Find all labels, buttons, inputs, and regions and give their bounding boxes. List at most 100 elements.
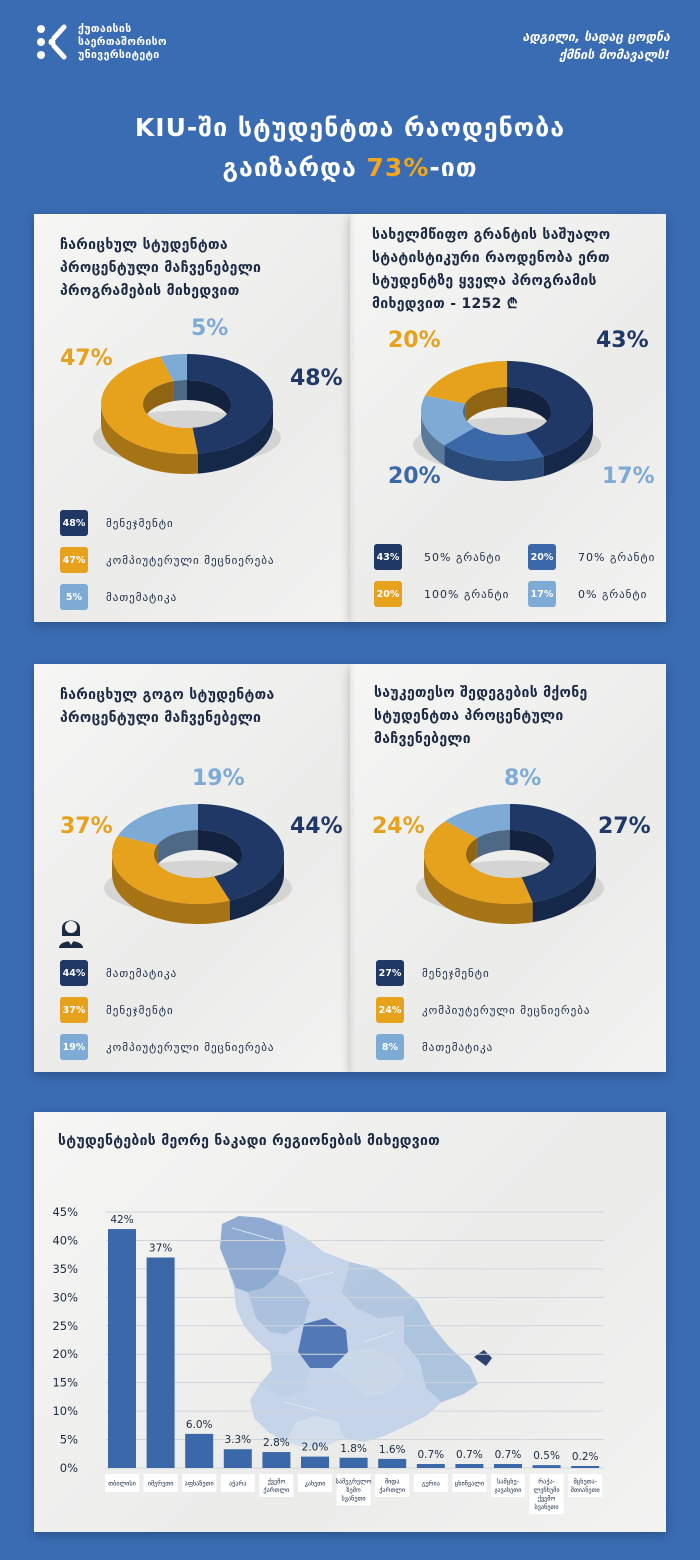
- donut-chart-best-results: [416, 804, 604, 924]
- slice-label-computer-science: 24%: [372, 814, 425, 839]
- panel-title: ჩარიცხულ გოგო სტუდენტთა პროცენტული მაჩვე…: [60, 684, 340, 730]
- category-label-box: [143, 1474, 178, 1492]
- category-label: ლეჩხუმი: [534, 1486, 560, 1494]
- category-label-box: [491, 1474, 525, 1497]
- category-label: სვანეთი: [342, 1495, 366, 1503]
- category-label: გურია: [422, 1478, 440, 1487]
- legend-swatch: 17%: [528, 581, 556, 607]
- category-label: ქვემო: [538, 1495, 556, 1503]
- legend-swatch: 47%: [60, 547, 88, 573]
- category-label: თბილისი: [108, 1479, 136, 1487]
- donut-slice: [101, 356, 198, 454]
- category-label: ჯავახეთი: [495, 1486, 522, 1494]
- category-label-box: [413, 1474, 448, 1492]
- y-tick-label: 30%: [52, 1290, 78, 1304]
- slice-label-100-grant: 20%: [388, 328, 441, 353]
- donut-slice-side: [229, 854, 284, 921]
- legend-swatch: 43%: [374, 544, 402, 570]
- category-label-box: [375, 1474, 410, 1497]
- legend-swatch: 20%: [374, 581, 402, 607]
- slice-label-management: 27%: [598, 814, 651, 839]
- legend-swatch: 37%: [60, 997, 88, 1023]
- donut-chart-grants: [413, 361, 601, 481]
- category-label-box: [105, 1474, 139, 1492]
- bar: [571, 1466, 600, 1468]
- title-text: მიხედვით -: [372, 296, 462, 312]
- category-label-box: [259, 1474, 294, 1497]
- legend-item: 24% კომპიუტერული მეცნიერება: [376, 997, 590, 1023]
- slice-label-math: 44%: [290, 814, 343, 839]
- slice-label-management: 37%: [60, 814, 113, 839]
- y-tick-label: 10%: [52, 1404, 78, 1418]
- donut-slice: [187, 354, 273, 454]
- legend-label: კომპიუტერული მეცნიერება: [106, 553, 275, 567]
- legend-item: 27% მენეჯმენტი: [376, 960, 490, 986]
- slice-label-management: 48%: [290, 366, 343, 391]
- panel-title: საუკეთესო შედეგების მქონე სტუდენტთა პროც…: [374, 682, 659, 751]
- bar-value-label: 0.7%: [417, 1449, 444, 1461]
- legend-item: 20% 100% გრანტი: [374, 581, 509, 607]
- donut-slice-inner: [143, 381, 174, 424]
- legend-swatch: 20%: [528, 544, 556, 570]
- headline-prefix: გაიზარდა: [222, 153, 367, 182]
- headline-line-1: KIU-ში სტუდენტთა რაოდენობა: [134, 113, 566, 142]
- donut-slice: [421, 395, 475, 446]
- slice-label-0-grant: 17%: [602, 464, 655, 489]
- category-label: ქართლი: [263, 1485, 289, 1494]
- y-tick-label: 15%: [52, 1376, 78, 1390]
- legend-swatch: 24%: [376, 997, 404, 1023]
- bar: [185, 1433, 214, 1468]
- category-label: ზემო: [346, 1486, 360, 1494]
- category-label: რაჭა-: [538, 1477, 555, 1486]
- bar: [455, 1464, 484, 1468]
- panel-fold: [350, 664, 356, 1072]
- slice-label-computer-science: 19%: [192, 766, 245, 791]
- legend-item: 20% 70% გრანტი: [528, 544, 655, 570]
- bar-value-label: 6.0%: [186, 1419, 213, 1431]
- legend-label: მენეჯმენტი: [422, 966, 490, 980]
- category-label-box: [182, 1474, 217, 1492]
- legend-label: 0% გრანტი: [578, 587, 648, 601]
- bar: [262, 1452, 291, 1468]
- bar: [146, 1257, 175, 1468]
- bar-value-label: 42%: [110, 1214, 133, 1226]
- bar: [532, 1465, 561, 1468]
- legend-item: 5% მათემატიკა: [60, 584, 177, 610]
- title-line: პროგრამების მიხედვით: [60, 283, 240, 299]
- kiu-logo-icon: [34, 22, 68, 62]
- legend-item: 48% მენეჯმენტი: [60, 510, 174, 536]
- bar-value-label: 1.6%: [379, 1444, 406, 1456]
- y-tick-label: 40%: [52, 1233, 78, 1247]
- donut-slice-inner: [173, 380, 187, 402]
- grant-amount: 1252 ₾: [461, 296, 518, 312]
- title-line: მაჩვენებელი: [374, 731, 471, 747]
- category-label-box: [529, 1474, 564, 1514]
- title-line: სტატისტიკური რაოდენობა ერთ: [372, 250, 610, 266]
- donut-slice-side: [532, 854, 596, 923]
- bar-value-label: 37%: [149, 1243, 172, 1255]
- donut-slice-inner: [510, 830, 554, 875]
- bar-chart-regions: 0% 5% 10% 15% 20% 25% 30% 35% 40% 45% 42% თბილისი 3…: [52, 1205, 604, 1514]
- donut-slice-inner: [507, 387, 551, 431]
- headline: KIU-ში სტუდენტთა რაოდენობა გაიზარდა 73%-…: [0, 108, 700, 188]
- donut-slice: [112, 835, 230, 904]
- legend-label: მენეჯმენტი: [106, 516, 174, 530]
- university-logo[interactable]: ქუთაისის საერთაშორისო უნივერსიტეტი: [34, 22, 167, 62]
- legend-label: 70% გრანტი: [578, 550, 656, 564]
- bar: [223, 1449, 252, 1468]
- y-tick-label: 20%: [52, 1347, 78, 1361]
- donut-slice-inner: [198, 830, 242, 875]
- donut-slice-inner: [157, 830, 198, 866]
- panel-female-students: ჩარიცხულ გოგო სტუდენტთა პროცენტული მაჩვე…: [34, 664, 350, 1072]
- donut-slice: [445, 804, 510, 839]
- donut-slice-side: [444, 445, 544, 481]
- y-axis-ticks: 0% 5% 10% 15% 20% 25% 30% 35% 40% 45%: [52, 1205, 78, 1475]
- panel-regions: სტუდენტების მეორე ნაკადი რეგიონების მიხე…: [34, 1112, 666, 1532]
- logo-line-1: ქუთაისის: [78, 22, 132, 35]
- panel-title: ჩარიცხულ სტუდენტთა პროცენტული მაჩვენებელ…: [60, 234, 340, 303]
- legend-swatch: 19%: [60, 1034, 88, 1060]
- legend-item: 44% მათემატიკა: [60, 960, 177, 986]
- donut-slice-side: [543, 410, 593, 477]
- category-label: სვანეთი: [535, 1503, 559, 1511]
- donut-hole: [155, 851, 241, 897]
